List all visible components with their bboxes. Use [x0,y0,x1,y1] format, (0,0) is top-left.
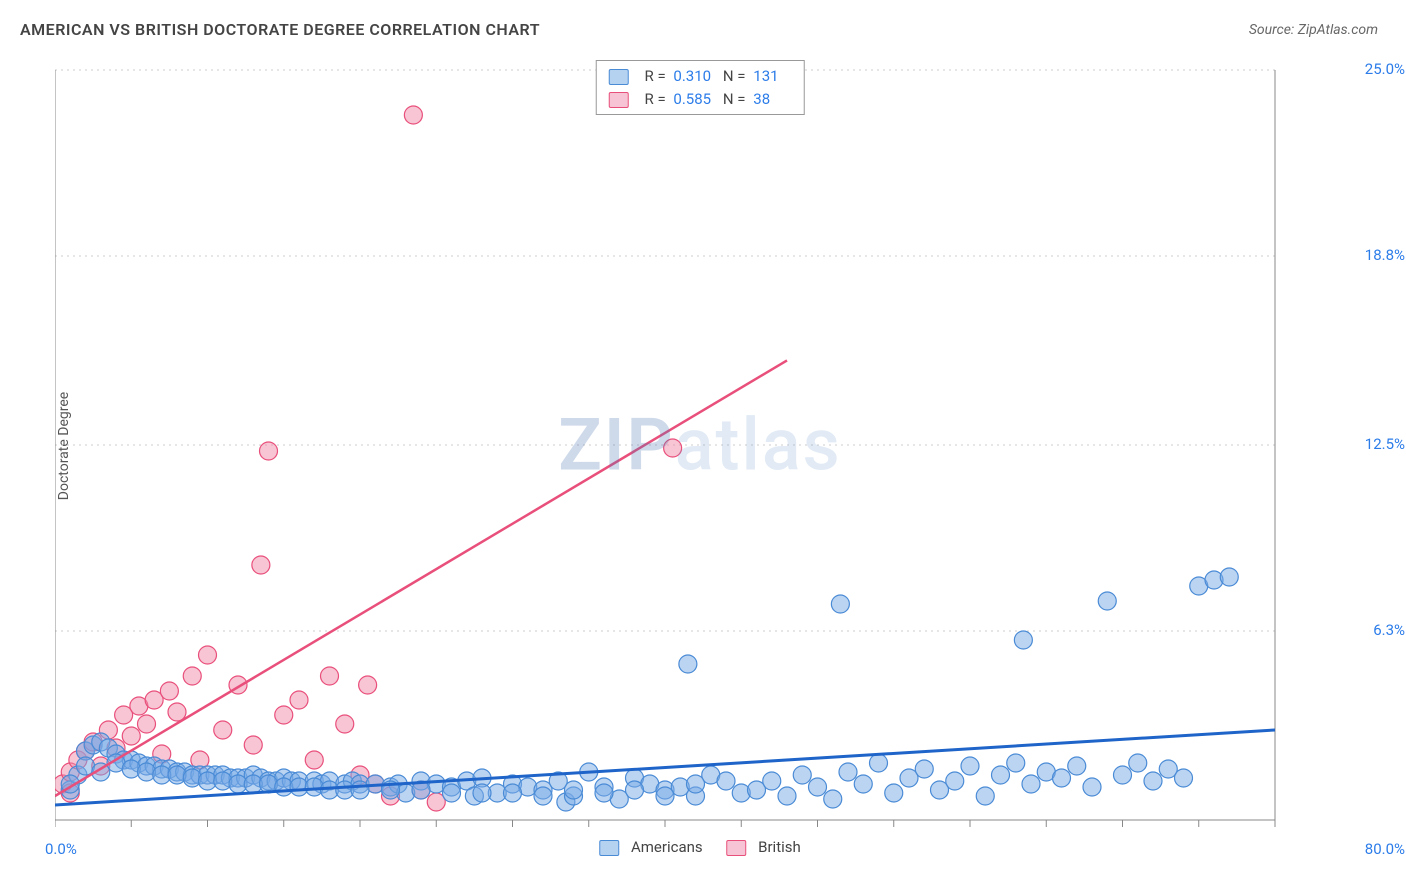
swatch-americans [609,69,629,85]
legend-stats-box: R = 0.310 N = 131 R = 0.585 N = 38 [596,60,805,115]
x-max-label: 80.0% [1365,840,1405,858]
chart-svg [55,60,1345,830]
y-tick-label: 12.5% [1350,435,1405,453]
legend-item-americans: Americans [599,838,706,856]
r-value-british: 0.585 [673,88,711,111]
plot-area: ZIPatlas R = 0.310 N = 131 R = 0.585 N =… [55,60,1345,830]
chart-title: AMERICAN VS BRITISH DOCTORATE DEGREE COR… [20,20,540,39]
y-tick-label: 25.0% [1350,60,1405,78]
r-value-americans: 0.310 [673,65,711,88]
legend-stat-row-british: R = 0.585 N = 38 [609,88,792,111]
n-value-americans: 131 [753,65,791,88]
y-tick-label: 18.8% [1350,246,1405,264]
source-label: Source: ZipAtlas.com [1249,22,1378,38]
x-min-label: 0.0% [45,840,77,858]
legend-label-americans: Americans [631,838,703,856]
n-value-british: 38 [753,88,791,111]
y-tick-label: 6.3% [1350,621,1405,639]
swatch-british [609,92,629,108]
legend-label-british: British [758,838,801,856]
bottom-legend: Americans British [589,838,811,856]
legend-stat-row-americans: R = 0.310 N = 131 [609,65,792,88]
swatch-icon [726,840,746,856]
swatch-icon [599,840,619,856]
legend-item-british: British [726,838,800,856]
